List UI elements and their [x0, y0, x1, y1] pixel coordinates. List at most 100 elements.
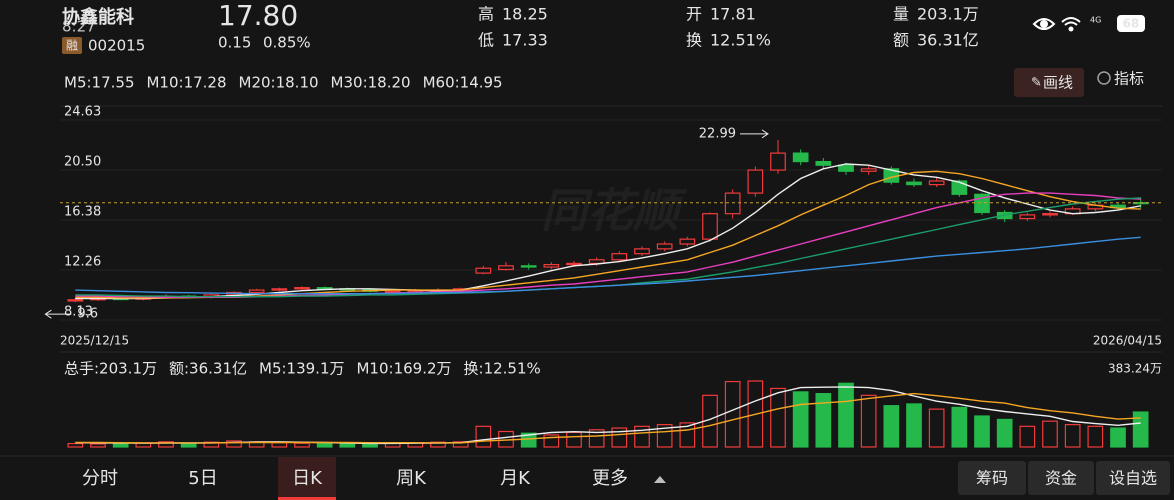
volume-bar: [815, 393, 832, 448]
volume-bar: [203, 441, 220, 448]
volume-bar: [1064, 424, 1081, 448]
volume-bar: [90, 443, 106, 448]
action-button[interactable]: 资金: [1045, 469, 1077, 488]
badge: 融: [66, 39, 78, 53]
candle-body: [566, 262, 582, 266]
volume-bar: [883, 405, 900, 448]
tab[interactable]: 更多: [592, 468, 628, 489]
stat-value: 17.33: [502, 31, 548, 50]
eye-icon: [1032, 18, 1056, 30]
low-label: 9.6: [77, 307, 98, 322]
tab[interactable]: 日K: [292, 468, 323, 489]
volume-bar: [1087, 425, 1104, 448]
y-tick-label: 24.63: [64, 105, 101, 120]
volume-bar: [928, 408, 945, 448]
stat-value: 36.31亿: [917, 31, 979, 50]
turnover-label: 换:: [464, 360, 484, 378]
wifi-dot: [1068, 26, 1074, 32]
indicator-label[interactable]: 指标: [1114, 70, 1144, 88]
volume-bar: [792, 391, 809, 448]
tab[interactable]: 月K: [500, 468, 531, 489]
volume-bar: [860, 394, 877, 448]
volume-bar: [611, 427, 628, 448]
draw-label[interactable]: 画线: [1043, 74, 1073, 92]
ma-line: [75, 392, 1141, 444]
stat-label: 换: [686, 31, 702, 50]
action-button[interactable]: 设自选: [1109, 469, 1157, 488]
x-tick-label: 2025/12/15: [60, 334, 129, 348]
candle-body: [498, 265, 514, 271]
action-button-bg[interactable]: [1028, 461, 1094, 495]
legend-entry: M60:14.95: [423, 74, 503, 92]
candle-body: [702, 213, 718, 240]
price: 17.80: [218, 0, 298, 32]
volume-bar: [906, 403, 922, 448]
volume-bar: [588, 429, 605, 448]
y-tick-label: 8.13: [64, 305, 93, 320]
ma-legend: M5:17.55 M10:17.28 M20:18.10 M30:18.20 M60:1…: [64, 74, 503, 92]
candle-body: [724, 192, 741, 215]
draw-button[interactable]: [1014, 68, 1084, 97]
candle-body: [384, 290, 401, 293]
tab[interactable]: 分时: [82, 468, 118, 489]
candle-body: [611, 253, 628, 261]
volume-bar: [951, 406, 968, 448]
candle-body: [770, 152, 786, 171]
low-arrow: [44, 309, 72, 319]
volume-bar: [1132, 411, 1149, 448]
volume-bar: [67, 442, 84, 448]
candle-body: [679, 238, 696, 245]
candle-body: [928, 180, 945, 186]
stat-label: 低: [478, 31, 494, 50]
volume-bar: [226, 440, 242, 448]
action-button-bg[interactable]: [958, 461, 1026, 495]
price-chart: 24.63 20.50 16.38 12.26 8.13 2025/12/15 2026/0…: [44, 105, 1162, 348]
candle-body: [520, 265, 537, 268]
volume-bar: [452, 441, 469, 448]
badge-bg: [62, 37, 82, 54]
candle-body: [271, 288, 288, 291]
volume-bar: [566, 431, 582, 448]
stat-label: 高: [478, 5, 494, 24]
y-tick-label: 12.26: [64, 254, 101, 269]
tab[interactable]: 周K: [396, 468, 427, 489]
status-time: 8:27: [62, 18, 96, 36]
candle-body: [951, 180, 968, 195]
battery-level: 68: [1123, 17, 1140, 31]
candle-body: [248, 289, 265, 294]
y-tick-label: 16.38: [64, 205, 101, 220]
volume-bar: [656, 424, 673, 448]
volume-bar: [339, 443, 356, 448]
candle-body: [838, 164, 854, 172]
volume-bar: [770, 387, 786, 448]
action-button-bg[interactable]: [1096, 461, 1170, 495]
candle-body: [860, 168, 877, 172]
candle-body: [67, 299, 84, 302]
tab[interactable]: 5日: [188, 468, 217, 489]
stat-value: 203.1万: [917, 5, 979, 24]
volume-bar: [724, 380, 741, 448]
stat-value: 17.81: [710, 5, 756, 24]
y-tick-label: 383.24万: [1108, 362, 1162, 376]
candle-body: [792, 152, 809, 163]
volume-bar: [1110, 427, 1126, 448]
candle-body: [1042, 213, 1058, 216]
legend-entry: M30:18.20: [331, 74, 411, 92]
draw-icon: ✎: [1031, 76, 1042, 91]
ma-line: [75, 163, 1141, 300]
volume-bar: [838, 382, 854, 448]
status-icons: [1032, 15, 1145, 32]
stock-name: 协鑫能科: [62, 6, 134, 28]
stock-code: 002015: [88, 37, 145, 55]
candle-body: [906, 181, 922, 186]
active-tab-underline: [278, 497, 336, 500]
turnover-value: 12.51%: [484, 360, 541, 378]
candle-body: [543, 264, 560, 268]
battery: [1117, 15, 1145, 32]
action-button[interactable]: 筹码: [976, 469, 1008, 488]
candle-body: [815, 160, 832, 166]
candle-body: [747, 169, 764, 194]
stat-label: 开: [686, 5, 702, 24]
candle-body: [634, 248, 650, 255]
